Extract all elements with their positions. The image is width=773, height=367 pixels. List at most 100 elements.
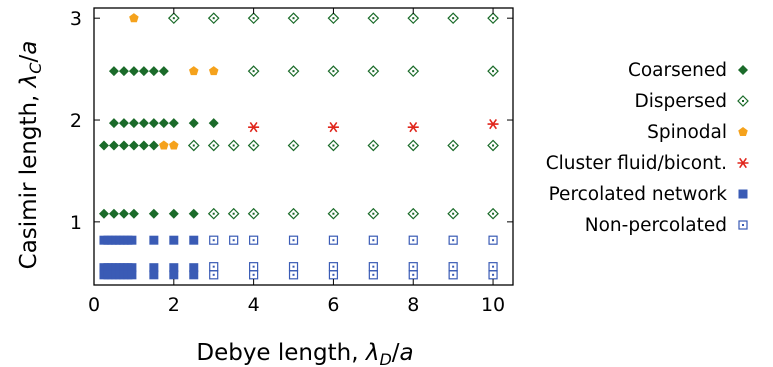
data-point xyxy=(287,12,300,25)
data-point xyxy=(188,208,199,219)
data-point xyxy=(118,140,129,151)
data-point xyxy=(249,235,259,245)
data-point xyxy=(249,262,259,272)
data-point xyxy=(189,66,199,76)
legend-label: Coarsened xyxy=(628,60,727,81)
series-dispersed xyxy=(167,12,499,220)
data-point xyxy=(327,65,340,77)
data-point xyxy=(128,118,139,129)
data-point xyxy=(327,122,339,133)
data-point xyxy=(408,262,418,272)
data-point xyxy=(448,270,458,280)
data-point xyxy=(367,139,380,152)
legend-item: Non-percolated xyxy=(585,215,748,236)
data-point xyxy=(247,207,260,220)
data-point xyxy=(118,208,129,219)
legend-item: Dispersed xyxy=(634,91,749,112)
legend-marker xyxy=(738,189,748,199)
data-point xyxy=(447,207,459,220)
x-tick-label: 10 xyxy=(481,294,505,316)
series-spinodal xyxy=(129,13,219,150)
legend-marker xyxy=(738,220,748,230)
x-tick-label: 4 xyxy=(248,294,260,316)
data-point xyxy=(368,262,378,272)
data-point xyxy=(209,235,219,245)
data-point xyxy=(148,208,159,219)
data-point xyxy=(108,208,119,219)
data-point xyxy=(158,118,169,129)
data-point xyxy=(169,270,179,280)
data-point xyxy=(169,140,179,150)
data-point xyxy=(138,118,149,129)
data-point xyxy=(118,66,129,77)
data-point xyxy=(149,235,159,245)
legend-label: Dispersed xyxy=(634,91,727,112)
series-coarsened xyxy=(98,66,219,219)
data-point xyxy=(207,139,220,152)
data-point xyxy=(407,122,419,133)
legend-marker xyxy=(737,157,749,169)
data-point xyxy=(328,262,339,272)
x-tick-label: 6 xyxy=(327,294,339,316)
data-point xyxy=(149,270,159,280)
y-tick-label: 2 xyxy=(70,110,82,132)
data-point xyxy=(207,207,220,220)
data-point xyxy=(487,12,499,25)
y-tick-label: 1 xyxy=(70,212,82,234)
data-point xyxy=(328,270,339,280)
x-tick-label: 0 xyxy=(88,294,100,316)
series-cluster-fluid-bicont- xyxy=(248,118,499,133)
data-point xyxy=(327,12,340,25)
data-point xyxy=(249,270,259,280)
plot-area xyxy=(98,12,499,280)
data-point xyxy=(367,65,380,77)
data-point xyxy=(368,235,378,245)
x-tick-label: 2 xyxy=(168,294,180,316)
data-point xyxy=(488,270,498,280)
data-point xyxy=(167,12,180,25)
data-point xyxy=(247,12,260,25)
data-point xyxy=(189,263,199,273)
data-point xyxy=(149,263,159,273)
data-point xyxy=(447,139,459,152)
y-axis-label: Casimir length, λC/a xyxy=(16,41,45,270)
data-point xyxy=(148,66,159,77)
data-point xyxy=(189,270,199,280)
data-point xyxy=(487,65,499,77)
data-point xyxy=(138,140,149,151)
data-point xyxy=(148,118,159,129)
data-point xyxy=(448,262,458,272)
data-point xyxy=(209,270,219,280)
x-tick-label: 8 xyxy=(407,294,419,316)
data-point xyxy=(129,13,139,23)
data-point xyxy=(367,12,380,25)
data-point xyxy=(207,12,220,25)
data-point xyxy=(488,262,498,272)
data-point xyxy=(98,140,109,151)
data-point xyxy=(368,270,378,280)
data-point xyxy=(108,140,119,151)
data-point xyxy=(128,66,139,77)
data-point xyxy=(138,66,149,77)
data-point xyxy=(187,139,200,152)
data-point xyxy=(287,139,300,152)
plot-frame xyxy=(93,7,514,286)
legend-marker xyxy=(738,65,748,75)
legend-item: Cluster fluid/bicont. xyxy=(546,153,749,174)
legend-marker xyxy=(737,95,749,107)
legend-label: Non-percolated xyxy=(585,215,727,236)
data-point xyxy=(487,207,499,220)
data-point xyxy=(447,12,459,25)
data-point xyxy=(127,235,137,245)
data-point xyxy=(487,118,499,130)
series-non-percolated xyxy=(209,235,498,280)
data-point xyxy=(288,262,299,272)
data-point xyxy=(448,235,458,245)
legend-label: Spinodal xyxy=(647,122,727,143)
data-point xyxy=(229,235,239,245)
data-point xyxy=(148,140,159,151)
series-percolated-network xyxy=(99,235,199,280)
data-point xyxy=(248,122,260,133)
data-point xyxy=(208,118,219,129)
